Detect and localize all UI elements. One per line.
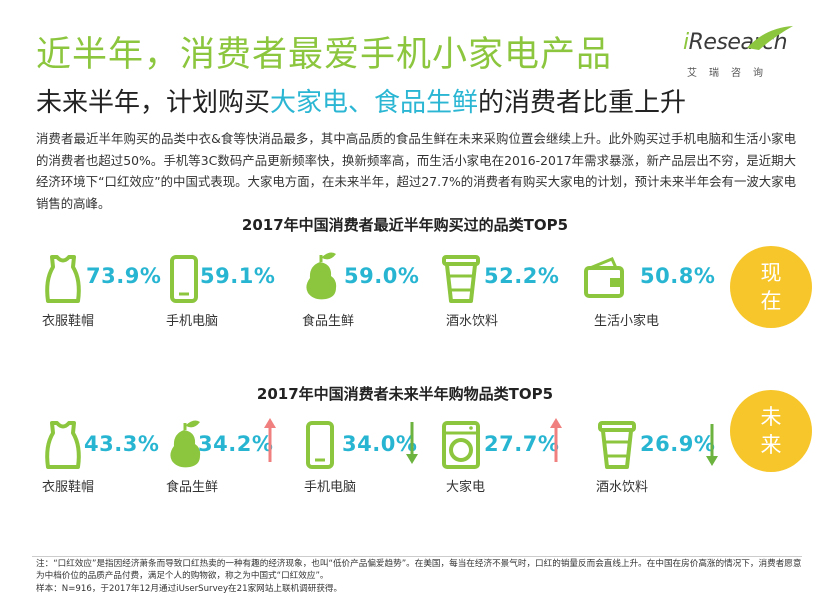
badge-now: 现 在 <box>730 246 812 328</box>
badge-future-char-1: 未 <box>760 405 782 429</box>
cup-icon <box>598 421 636 469</box>
badge-future: 未 来 <box>730 390 812 472</box>
now-value-clothing: 73.9% <box>86 264 162 288</box>
section-future-title: 2017年中国消费者未来半年购物品类TOP5 <box>256 385 554 403</box>
future-item-appliance: 27.7% 大家电 <box>440 420 560 500</box>
now-value-phone: 59.1% <box>200 264 276 288</box>
phone-icon <box>306 421 334 469</box>
footnote: 注：“口红效应”是指因经济萧条而导致口红热卖的一种有趣的经济现象，也叫“低价产品… <box>36 559 802 581</box>
intro-paragraph: 消费者最近半年购买的品类中衣&食等快消品最多，其中高品质的食品生鲜在未来采购位置… <box>36 131 796 211</box>
now-value-cup: 52.2% <box>484 264 560 288</box>
badge-future-char-2: 来 <box>760 433 782 457</box>
subtitle-post: 的消费者比重上升 <box>478 88 687 118</box>
logo-chinese: 艾瑞咨询 <box>687 68 775 79</box>
clothing-icon <box>45 255 81 303</box>
future-item-phone: 34.0% 手机电脑 <box>302 420 422 500</box>
washing-machine-icon <box>442 421 480 469</box>
badge-now-char-1: 现 <box>760 261 782 285</box>
pear-icon <box>306 252 337 300</box>
page-title: 近半年，消费者最爱手机小家电产品 <box>36 35 613 75</box>
now-item-pear: 59.0% 食品生鲜 <box>300 250 420 330</box>
trend-up-arrow-icon <box>264 418 276 462</box>
now-value-pear: 59.0% <box>344 264 420 288</box>
trend-up-arrow-icon <box>550 418 562 462</box>
future-item-clothing: 43.3% 衣服鞋帽 <box>40 420 160 500</box>
now-item-cup: 52.2% 酒水饮料 <box>440 254 560 334</box>
now-label-phone: 手机电脑 <box>166 314 219 329</box>
clothing-icon <box>45 421 81 469</box>
future-label-appliance: 大家电 <box>446 480 486 495</box>
future-label-pear: 食品生鲜 <box>166 480 219 495</box>
future-value-cup: 26.9% <box>640 432 716 456</box>
subtitle-highlight: 大家电、食品生鲜 <box>270 88 479 118</box>
future-value-clothing: 43.3% <box>84 432 160 456</box>
wallet-appliance-icon <box>584 257 624 298</box>
future-label-clothing: 衣服鞋帽 <box>42 480 95 495</box>
section-now-title: 2017年中国消费者最近半年购买过的品类TOP5 <box>241 216 569 234</box>
pear-icon <box>170 420 201 468</box>
future-item-pear: 34.2% 食品生鲜 <box>164 418 284 498</box>
trend-down-arrow-icon <box>406 422 418 464</box>
trend-down-arrow-icon <box>706 424 718 466</box>
future-value-pear: 34.2% <box>198 432 274 456</box>
future-value-phone: 34.0% <box>342 432 418 456</box>
page-subtitle: 未来半年，计划购买大家电、食品生鲜的消费者比重上升 <box>36 82 686 119</box>
now-value-small-appliance: 50.8% <box>640 264 716 288</box>
now-item-small-appliance: 50.8% 生活小家电 <box>582 254 722 334</box>
future-value-appliance: 27.7% <box>484 432 560 456</box>
badge-now-char-2: 在 <box>760 289 782 313</box>
future-item-cup: 26.9% 酒水饮料 <box>596 420 716 500</box>
iresearch-logo: iResearch 艾瑞咨询 <box>683 26 801 86</box>
now-item-phone: 59.1% 手机电脑 <box>166 254 286 334</box>
now-label-cup: 酒水饮料 <box>446 314 499 329</box>
footer-divider <box>32 556 802 557</box>
future-label-cup: 酒水饮料 <box>596 480 649 495</box>
future-label-phone: 手机电脑 <box>304 480 357 495</box>
subtitle-pre: 未来半年，计划购买 <box>36 88 271 118</box>
now-item-clothing: 73.9% 衣服鞋帽 <box>40 254 162 334</box>
now-label-clothing: 衣服鞋帽 <box>42 314 95 329</box>
logo-swoosh-icon <box>747 26 793 50</box>
sample-note: 样本：N=916，于2017年12月通过iUserSurvey在21家网站上联机… <box>36 584 343 594</box>
logo-i: i <box>683 30 689 55</box>
now-label-pear: 食品生鲜 <box>302 314 355 329</box>
cup-icon <box>442 255 480 303</box>
phone-icon <box>170 255 198 303</box>
now-label-small-appliance: 生活小家电 <box>594 314 660 329</box>
